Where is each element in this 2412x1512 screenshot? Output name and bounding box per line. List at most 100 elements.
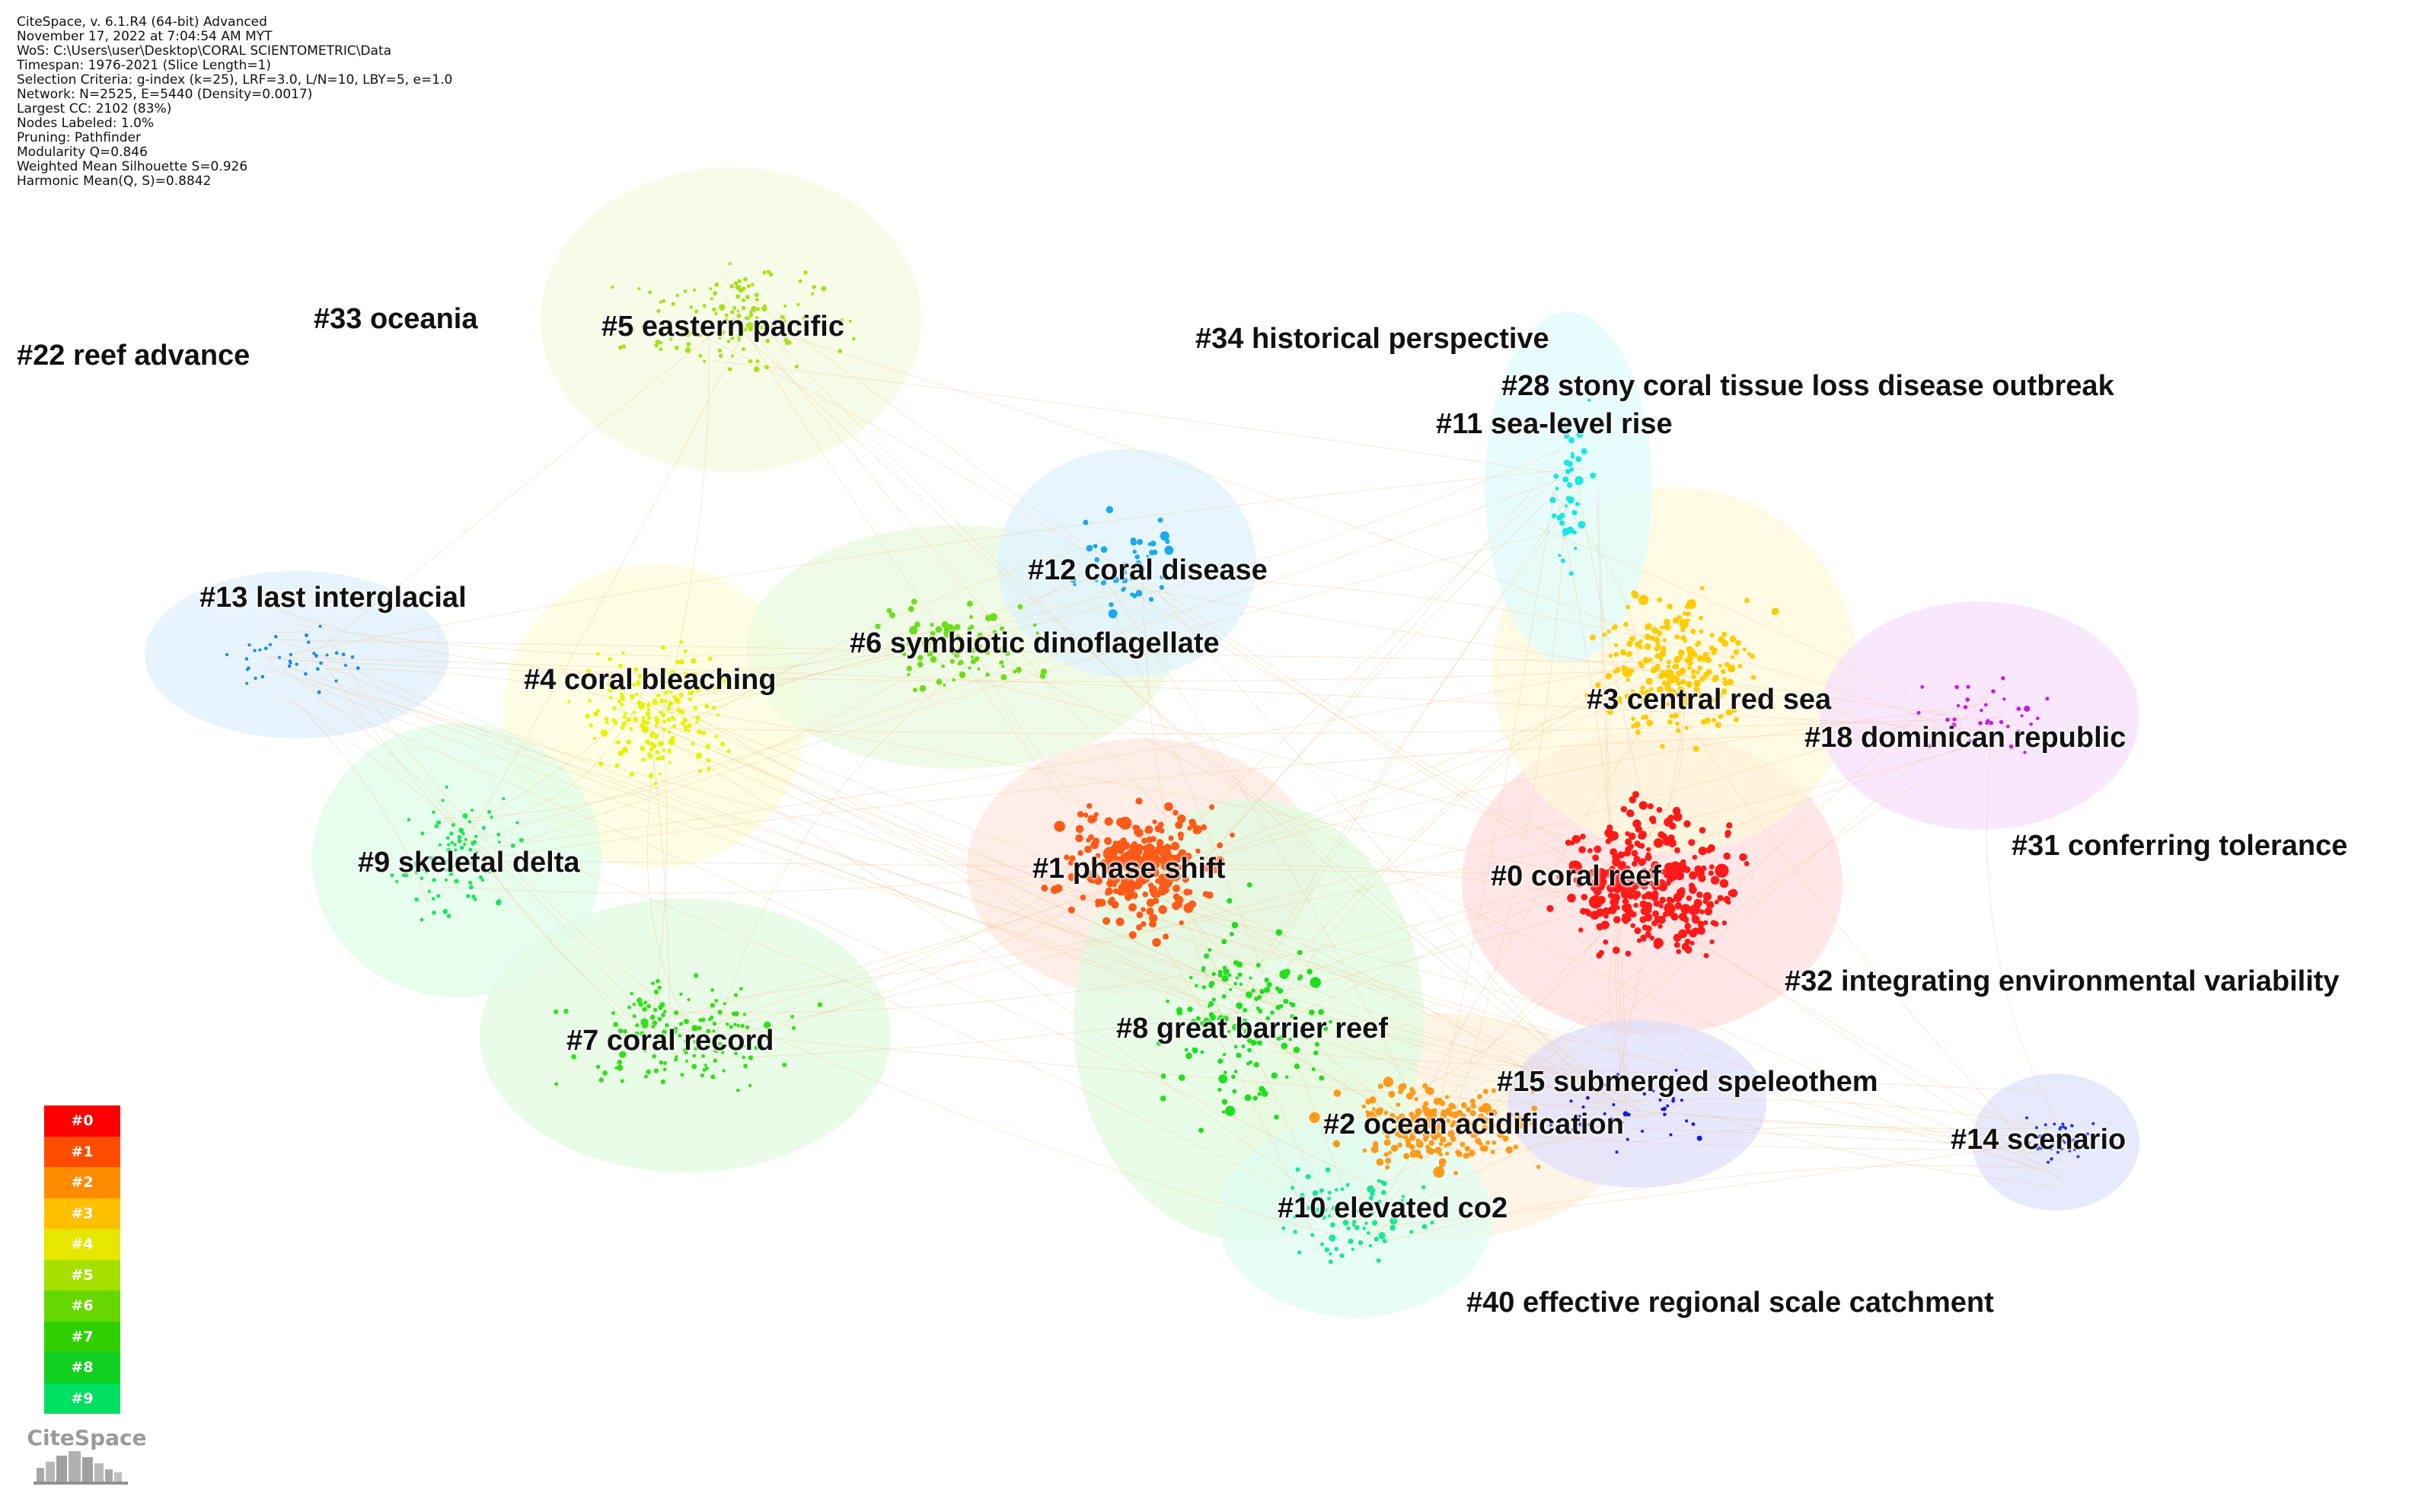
- network-node[interactable]: [659, 1060, 664, 1065]
- network-node[interactable]: [1160, 876, 1166, 883]
- network-node[interactable]: [1571, 834, 1581, 844]
- network-node[interactable]: [717, 348, 723, 353]
- network-node[interactable]: [1546, 904, 1554, 912]
- network-node[interactable]: [670, 715, 675, 719]
- network-node[interactable]: [967, 601, 973, 607]
- network-node[interactable]: [2039, 1142, 2043, 1146]
- network-node[interactable]: [1341, 1203, 1347, 1209]
- network-node[interactable]: [1402, 1202, 1406, 1207]
- network-node[interactable]: [1984, 703, 1988, 707]
- network-node[interactable]: [258, 648, 262, 652]
- network-node[interactable]: [1916, 710, 1921, 715]
- network-node[interactable]: [420, 831, 425, 836]
- network-node[interactable]: [1187, 825, 1192, 831]
- network-node[interactable]: [719, 742, 726, 747]
- network-node[interactable]: [1366, 1201, 1370, 1205]
- network-node[interactable]: [1750, 675, 1756, 680]
- network-node[interactable]: [1421, 1223, 1428, 1230]
- network-node[interactable]: [1223, 1052, 1227, 1057]
- network-node[interactable]: [1613, 897, 1619, 902]
- network-node[interactable]: [431, 897, 436, 901]
- network-node[interactable]: [1329, 1252, 1332, 1256]
- network-node[interactable]: [669, 690, 673, 694]
- network-node[interactable]: [1603, 939, 1609, 945]
- network-node[interactable]: [1126, 888, 1134, 897]
- network-node[interactable]: [756, 307, 761, 311]
- network-node[interactable]: [698, 1018, 703, 1022]
- network-node[interactable]: [2044, 1123, 2047, 1127]
- network-node[interactable]: [1385, 1165, 1390, 1170]
- network-node[interactable]: [1208, 1001, 1214, 1007]
- network-node[interactable]: [1470, 1103, 1476, 1109]
- network-node[interactable]: [930, 656, 937, 663]
- network-node[interactable]: [712, 705, 716, 710]
- network-node[interactable]: [632, 1047, 636, 1051]
- network-node[interactable]: [794, 364, 799, 369]
- network-node[interactable]: [1399, 1120, 1405, 1126]
- network-node[interactable]: [1249, 976, 1252, 980]
- network-node[interactable]: [779, 321, 784, 327]
- network-node[interactable]: [614, 763, 620, 768]
- network-node[interactable]: [247, 666, 250, 670]
- network-node[interactable]: [1184, 1048, 1188, 1052]
- network-node[interactable]: [617, 750, 624, 757]
- network-node[interactable]: [1653, 838, 1664, 848]
- network-node[interactable]: [691, 658, 697, 664]
- network-node[interactable]: [1689, 871, 1698, 880]
- network-node[interactable]: [1613, 643, 1619, 648]
- network-node[interactable]: [395, 879, 399, 883]
- network-node[interactable]: [656, 308, 661, 314]
- network-node[interactable]: [1209, 804, 1215, 810]
- network-node[interactable]: [733, 993, 739, 997]
- network-node[interactable]: [1100, 546, 1108, 553]
- network-node[interactable]: [1650, 666, 1657, 674]
- network-node[interactable]: [1444, 1151, 1450, 1156]
- network-node[interactable]: [1376, 1158, 1384, 1166]
- network-node[interactable]: [442, 860, 447, 865]
- network-node[interactable]: [759, 325, 764, 330]
- network-node[interactable]: [1354, 1225, 1360, 1230]
- network-node[interactable]: [2015, 729, 2021, 735]
- network-node[interactable]: [670, 735, 675, 741]
- network-node[interactable]: [1688, 839, 1696, 847]
- network-node[interactable]: [1633, 890, 1642, 898]
- network-node[interactable]: [278, 656, 281, 659]
- network-node[interactable]: [766, 1038, 770, 1041]
- network-node[interactable]: [1640, 934, 1647, 941]
- network-node[interactable]: [1146, 898, 1155, 908]
- network-node[interactable]: [2050, 1157, 2053, 1161]
- network-node[interactable]: [1642, 1092, 1646, 1096]
- network-node[interactable]: [659, 347, 663, 352]
- network-node[interactable]: [717, 1041, 723, 1047]
- network-node[interactable]: [1144, 825, 1153, 834]
- network-node[interactable]: [602, 1070, 608, 1076]
- network-node[interactable]: [1622, 1111, 1629, 1117]
- network-node[interactable]: [1170, 860, 1178, 867]
- network-node[interactable]: [642, 1006, 647, 1012]
- network-node[interactable]: [1735, 640, 1741, 646]
- network-node[interactable]: [1744, 598, 1750, 604]
- network-node[interactable]: [1086, 837, 1091, 843]
- network-node[interactable]: [1670, 907, 1676, 912]
- network-node[interactable]: [1927, 744, 1932, 748]
- network-node[interactable]: [1651, 1089, 1655, 1093]
- network-node[interactable]: [1262, 1087, 1266, 1092]
- network-node[interactable]: [1201, 824, 1208, 831]
- network-node[interactable]: [1319, 1075, 1325, 1081]
- cluster-label-10[interactable]: #10 elevated co2: [1278, 1192, 1508, 1224]
- network-node[interactable]: [631, 682, 636, 687]
- cluster-label-11[interactable]: #11 sea-level rise: [1436, 408, 1673, 440]
- network-node[interactable]: [1675, 728, 1681, 733]
- network-node[interactable]: [442, 908, 448, 914]
- network-node[interactable]: [2050, 1143, 2054, 1147]
- network-node[interactable]: [1590, 879, 1599, 888]
- network-node[interactable]: [454, 879, 459, 884]
- network-node[interactable]: [1641, 715, 1647, 720]
- network-node[interactable]: [662, 1010, 667, 1013]
- network-node[interactable]: [404, 872, 409, 878]
- network-node[interactable]: [1412, 1115, 1418, 1120]
- network-node[interactable]: [657, 1035, 662, 1041]
- network-node[interactable]: [661, 1013, 665, 1018]
- network-node[interactable]: [719, 304, 726, 311]
- network-node[interactable]: [1345, 1182, 1350, 1187]
